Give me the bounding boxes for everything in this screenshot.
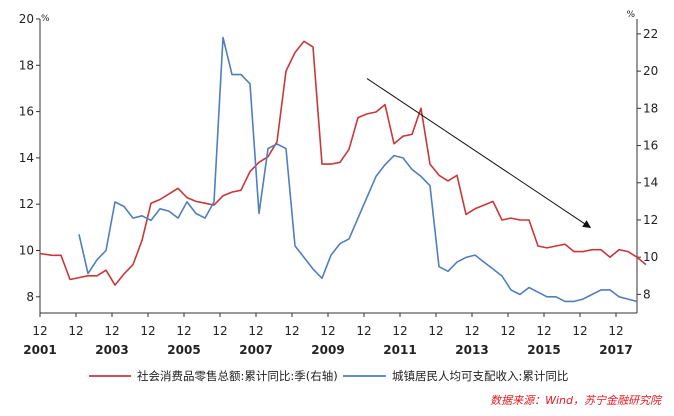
x-year-label: 2003 (95, 343, 128, 357)
series-line-urban-income (78, 36, 638, 303)
x-month-label: 12 (176, 324, 191, 338)
x-month-label: 12 (212, 324, 227, 338)
x-month-label: 12 (140, 324, 155, 338)
trend-arrow (366, 78, 592, 228)
legend-label-urban-income: 城镇居民人均可支配收入:累计同比 (392, 369, 568, 383)
right-tick-label: 22 (643, 27, 658, 41)
left-axis-unit: % (41, 14, 50, 24)
x-month-label: 12 (464, 324, 479, 338)
right-tick-label: 10 (643, 250, 658, 264)
x-month-label: 12 (500, 324, 515, 338)
x-month-label: 12 (320, 324, 335, 338)
left-tick-label: 14 (19, 151, 34, 165)
x-year-label: 2001 (23, 343, 56, 357)
x-month-label: 12 (32, 324, 47, 338)
x-year-label: 2009 (311, 343, 344, 357)
x-year-label: 2005 (167, 343, 200, 357)
series-layer (39, 36, 647, 303)
series-line-retail-sales (39, 40, 647, 286)
x-year-label: 2011 (383, 343, 416, 357)
right-tick-label: 20 (643, 64, 658, 78)
left-tick-label: 8 (26, 290, 34, 304)
x-year-label: 2007 (239, 343, 272, 357)
left-tick-label: 16 (19, 105, 34, 119)
right-tick-label: 16 (643, 139, 658, 153)
x-month-label: 12 (536, 324, 551, 338)
x-month-label: 12 (608, 324, 623, 338)
right-axis-unit: % (626, 10, 635, 20)
x-month-label: 12 (572, 324, 587, 338)
x-year-label: 2015 (527, 343, 560, 357)
x-month-label: 12 (356, 324, 371, 338)
legend: 社会消费品零售总额:累计同比:季(右轴) 城镇居民人均可支配收入:累计同比 (89, 369, 568, 383)
right-tick-label: 8 (643, 287, 651, 301)
x-month-label: 12 (68, 324, 83, 338)
x-year-label: 2013 (455, 343, 488, 357)
x-month-label: 12 (248, 324, 263, 338)
x-year-label: 2017 (599, 343, 632, 357)
right-tick-label: 12 (643, 213, 658, 227)
annotation-layer (366, 78, 592, 228)
left-tick-label: 12 (19, 197, 34, 211)
source-note: 数据来源：Wind，苏宁金融研究院 (490, 394, 663, 407)
x-month-label: 12 (284, 324, 299, 338)
right-tick-label: 18 (643, 101, 658, 115)
legend-label-retail-sales: 社会消费品零售总额:累计同比:季(右轴) (137, 369, 338, 383)
left-tick-label: 10 (19, 243, 34, 257)
left-tick-label: 20 (19, 12, 34, 26)
x-month-label: 12 (428, 324, 443, 338)
right-tick-label: 14 (643, 176, 658, 190)
left-tick-label: 18 (19, 58, 34, 72)
x-month-label: 12 (104, 324, 119, 338)
axes: 8 10 12 14 16 18 20 % 8 10 12 14 16 18 20 22% 12 2001 12 20… (19, 10, 659, 357)
x-month-label: 12 (392, 324, 407, 338)
